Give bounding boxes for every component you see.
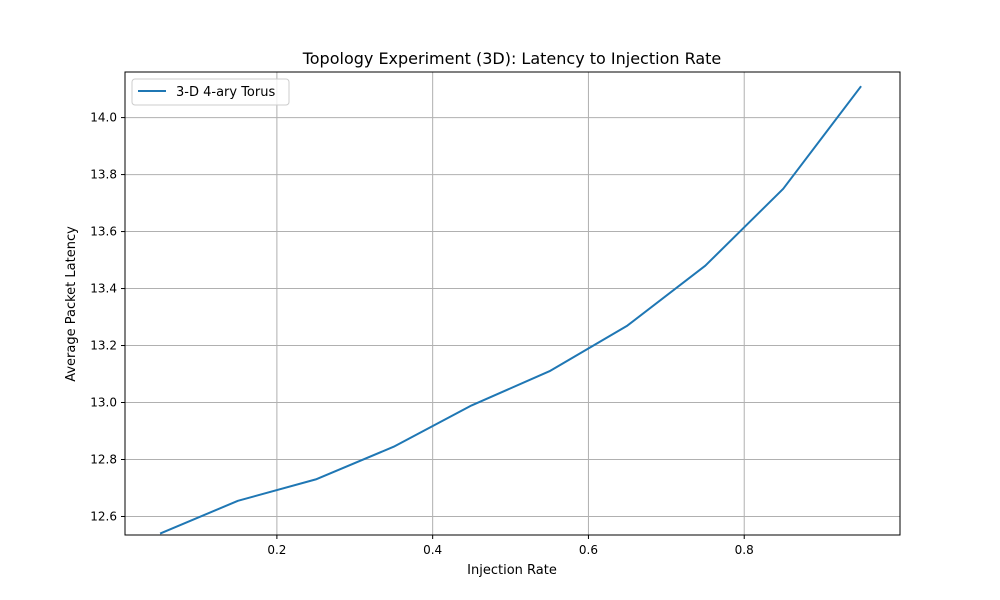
x-tick-label: 0.4 (423, 543, 442, 557)
y-tick-label: 12.8 (90, 452, 117, 466)
grid-lines (125, 72, 900, 535)
y-tick-label: 13.0 (90, 396, 117, 410)
plot-frame (124, 71, 901, 536)
y-tick-label: 12.6 (90, 509, 117, 523)
axis-ticks: 0.2 0.4 0.6 0.8 12.6 12.8 13.0 13.2 13.4 13.6 13.8… (90, 111, 753, 557)
x-tick-label: 0.2 (267, 543, 286, 557)
y-axis-label: Average Packet Latency (64, 226, 79, 382)
chart-title: Topology Experiment (3D): Latency to Inj… (302, 49, 722, 68)
series-line-torus (159, 85, 862, 535)
y-tick-label: 13.8 (90, 168, 117, 182)
y-tick-label: 13.2 (90, 339, 117, 353)
x-axis-label: Injection Rate (467, 563, 557, 578)
legend-box (131, 78, 290, 106)
y-tick-label: 14.0 (90, 111, 117, 125)
y-tick-label: 13.4 (90, 282, 117, 296)
x-tick-label: 0.8 (735, 543, 754, 557)
x-tick-label: 0.6 (579, 543, 598, 557)
series-layer (159, 85, 862, 535)
y-tick-label: 13.6 (90, 225, 117, 239)
legend: 3-D 4-ary Torus (131, 78, 290, 106)
legend-label-torus: 3-D 4-ary Torus (176, 85, 275, 100)
